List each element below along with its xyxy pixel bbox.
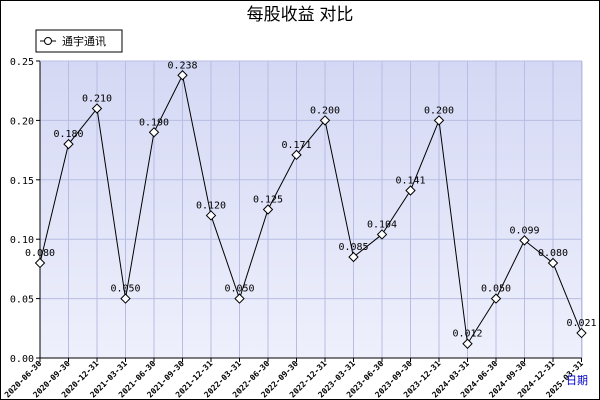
data-label: 0.050 <box>110 284 140 295</box>
data-marker <box>291 149 302 161</box>
data-label: 0.104 <box>367 219 397 230</box>
data-marker <box>519 235 530 246</box>
data-label: 0.012 <box>452 329 482 340</box>
data-labels: 0.080 0.180 0.210 0.050 0.190 0.238 0.120 0.050… <box>25 60 597 339</box>
data-marker <box>91 103 103 114</box>
data-label: 0.050 <box>224 284 254 295</box>
data-label: 0.238 <box>167 60 197 71</box>
y-tick-label: 0.10 <box>10 235 34 246</box>
y-tick-label: 0.15 <box>10 176 34 187</box>
data-marker <box>547 257 559 269</box>
data-label: 0.200 <box>310 105 340 116</box>
series-line <box>39 73 582 346</box>
y-tick-label: 0.00 <box>10 354 34 365</box>
y-axis-ticks: 0.00 0.05 0.10 0.15 0.20 0.25 <box>10 57 40 365</box>
data-marker <box>177 70 188 81</box>
data-marker <box>405 185 416 196</box>
data-markers <box>34 70 587 349</box>
plot-area <box>40 61 582 358</box>
circle-marker-icon <box>44 37 52 45</box>
data-marker <box>205 210 217 221</box>
data-marker <box>462 338 473 349</box>
data-label: 0.080 <box>25 248 55 259</box>
y-tick-label: 0.05 <box>10 295 34 306</box>
data-label: 0.120 <box>196 200 226 211</box>
data-marker <box>319 115 331 126</box>
data-label: 0.085 <box>338 242 368 253</box>
y-tick-label: 0.20 <box>10 116 34 127</box>
data-label: 0.099 <box>509 225 539 236</box>
data-marker <box>234 293 245 304</box>
x-axis-ticks: 2020-06-302020-09-302020-12-312021-03-31… <box>3 358 585 399</box>
data-marker <box>490 293 502 304</box>
x-axis-label: 日期 <box>566 374 588 387</box>
data-marker <box>63 138 74 150</box>
data-label: 0.080 <box>538 248 568 259</box>
chart-title: 每股收益 对比 <box>247 5 354 24</box>
data-marker <box>148 127 160 138</box>
data-label: 0.021 <box>566 318 596 329</box>
data-label: 0.125 <box>253 195 283 206</box>
data-marker <box>376 229 388 240</box>
data-label: 0.200 <box>424 105 454 116</box>
data-label: 0.171 <box>281 140 311 151</box>
data-label: 0.180 <box>53 129 83 140</box>
data-marker <box>120 293 131 304</box>
data-label: 0.141 <box>395 175 425 186</box>
data-marker <box>576 327 587 339</box>
legend-box <box>35 29 123 53</box>
data-label: 0.050 <box>481 284 511 295</box>
axes <box>39 60 583 359</box>
legend-label: 通宇通讯 <box>62 35 106 48</box>
y-tick-label: 0.25 <box>10 57 34 68</box>
data-marker <box>348 251 359 263</box>
data-marker <box>433 115 445 126</box>
data-marker <box>34 257 46 269</box>
data-marker <box>262 204 274 215</box>
data-label: 0.210 <box>82 94 112 105</box>
legend: 通宇通讯 <box>35 29 123 53</box>
data-label: 0.190 <box>139 117 169 128</box>
series-line-group <box>39 73 582 346</box>
